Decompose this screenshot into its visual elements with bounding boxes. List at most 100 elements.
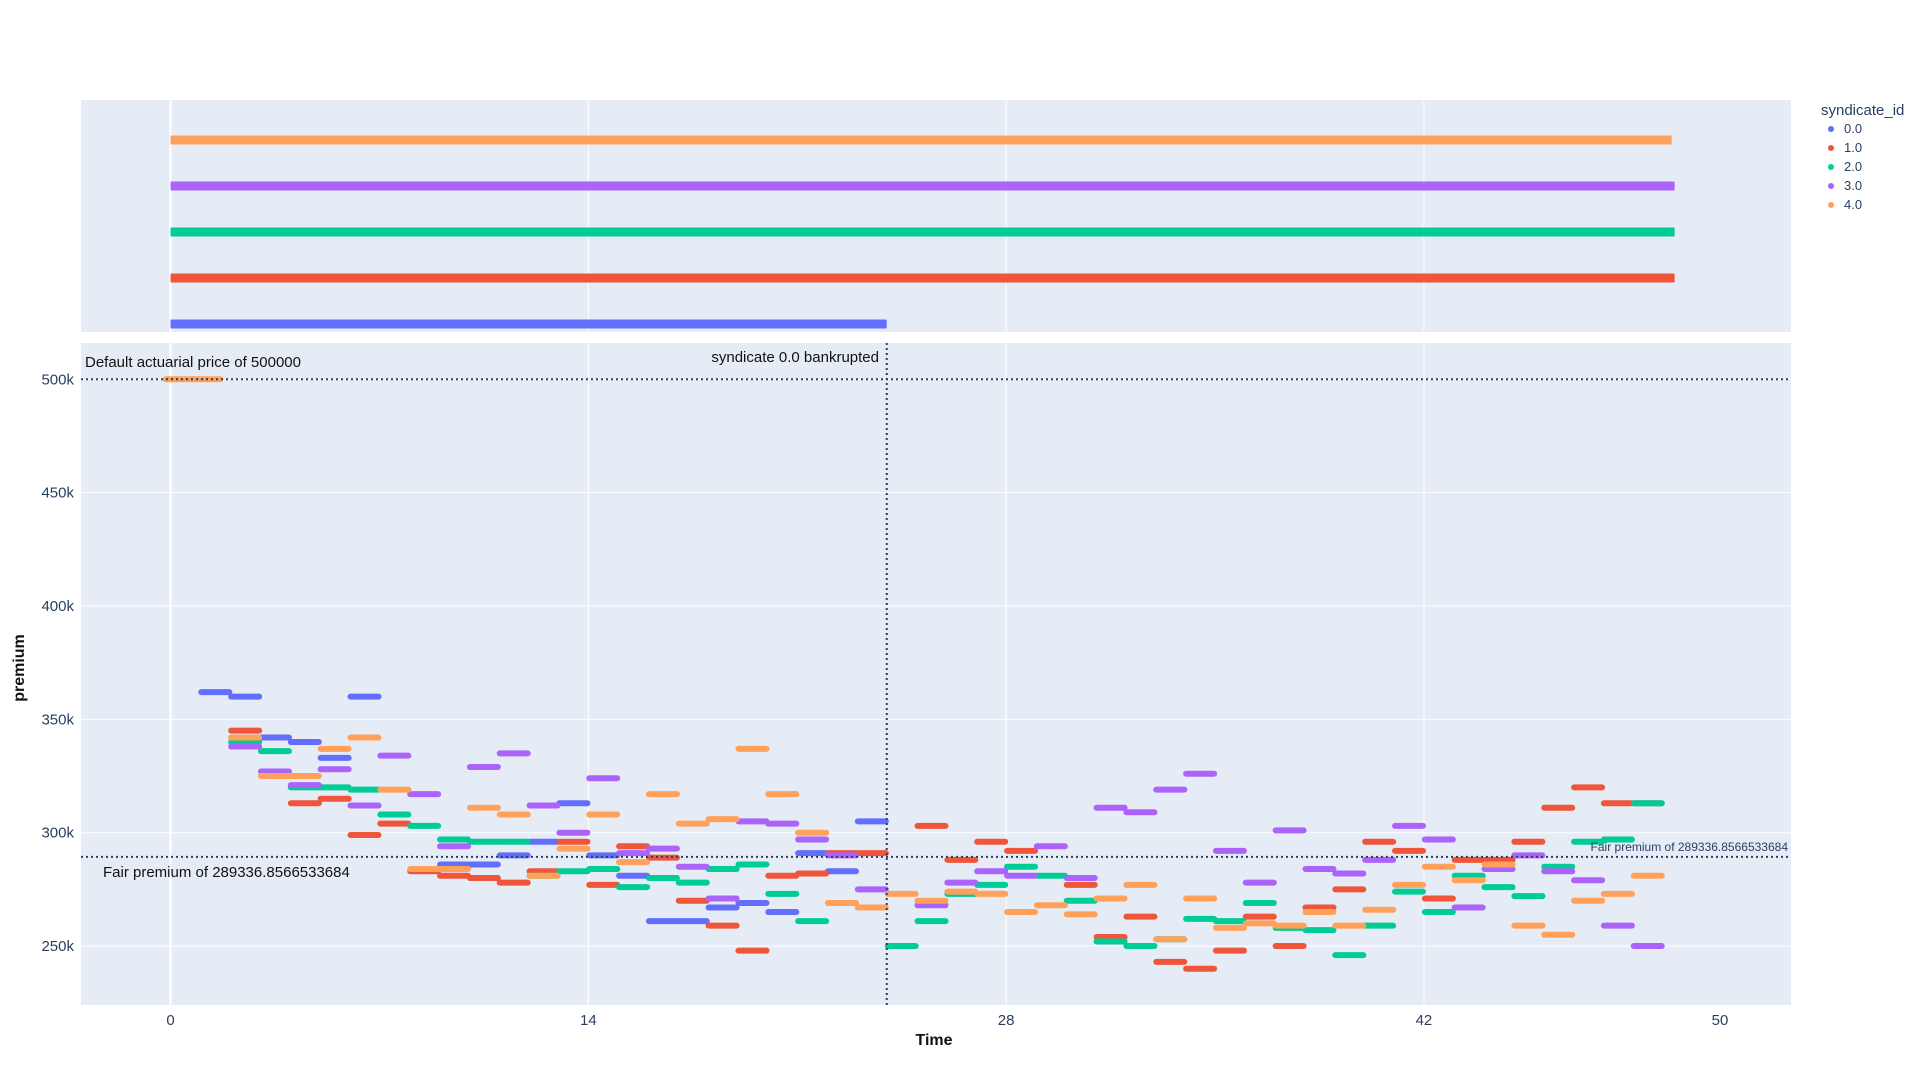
series-2.0-point [1212,918,1247,925]
series-3.0-point [645,845,680,852]
series-0.0-point [198,689,233,696]
series-4.0-point [1004,909,1039,916]
series-1.0-point [1242,913,1277,920]
series-3.0-point [228,743,263,750]
series-4.0-point [884,890,919,897]
series-2.0-point [466,838,501,845]
series-3.0-point [1630,943,1665,950]
series-3.0-point [854,886,889,893]
series-4.0-point [824,899,859,906]
series-4.0-point [735,745,770,752]
series-4.0-point [1183,895,1218,902]
series-4.0-point [854,904,889,911]
series-4.0-point [1481,861,1516,868]
series-3.0-point [526,802,561,809]
legend: syndicate_id 0.0 1.0 2.0 3.0 4.0 [1821,102,1904,212]
series-3.0-point [705,895,740,902]
legend-label-3.0: 3.0 [1844,178,1862,193]
series-2.0-point [377,811,412,818]
series-2.0-point [317,784,352,791]
series-1.0-point [735,947,770,954]
series-4.0-point [1392,881,1427,888]
y-tick-label: 450k [41,485,74,502]
activity-row-2.0 [170,227,1675,237]
series-2.0-point [765,890,800,897]
series-2.0-point [1033,872,1068,879]
series-4.0-point [228,734,263,741]
series-2.0-point [1392,888,1427,895]
series-1.0-point [556,838,591,845]
series-1.0-point [1153,958,1188,965]
series-1.0-point [526,868,561,875]
series-3.0-point [347,802,382,809]
series-1.0-point [616,843,651,850]
series-0.0-point [645,918,680,925]
activity-strip-bars [170,135,1675,329]
series-3.0-point [1212,847,1247,854]
series-4.0-point [1272,922,1307,929]
series-2.0-point [914,918,949,925]
series-4.0-point [1212,924,1247,931]
plot-background [81,343,1791,1005]
series-1.0-point [1004,847,1039,854]
series-4.0-point [1362,906,1397,913]
series-3.0-point [466,763,501,770]
series-2.0-point [735,861,770,868]
series-3.0-point [1421,836,1456,843]
series-3.0-point [1571,877,1606,884]
series-3.0-point [586,775,621,782]
series-1.0-point [496,879,531,886]
series-2.0-point [1183,915,1218,922]
series-4.0-point [1302,909,1337,916]
series-2.0-point [795,918,830,925]
y-axis-title: premium [11,634,28,702]
series-3.0-point [1600,922,1635,929]
series-3.0-point [1123,809,1158,816]
series-4.0-point [1123,881,1158,888]
series-4.0-point [437,865,472,872]
series-0.0-point [765,909,800,916]
series-3.0-point [1451,904,1486,911]
series-3.0-point [1481,865,1516,872]
series-layer [162,376,1665,972]
series-3.0-point [496,750,531,757]
series-4.0-point [1541,931,1576,938]
series-1.0-point [1093,933,1128,940]
series-4.0-point [466,804,501,811]
legend-label-0.0: 0.0 [1844,121,1862,136]
series-3.0-point [257,768,292,775]
series-2.0-point [1421,909,1456,916]
series-4.0-point [645,791,680,798]
series-4.0-point [616,859,651,866]
series-2.0-point [1600,836,1635,843]
x-tick-label: 42 [1416,1012,1433,1029]
series-2.0-point [257,748,292,755]
series-4.0-point [347,734,382,741]
series-4.0-point [1093,895,1128,902]
series-3.0-point [1183,770,1218,777]
series-2.0-point [586,865,621,872]
series-1.0-point [1063,881,1098,888]
series-1.0-point [1392,847,1427,854]
series-2.0-point [1302,927,1337,934]
series-2.0-point [884,943,919,950]
series-4.0-point [1242,920,1277,927]
series-3.0-point [675,863,710,870]
series-3.0-point [914,902,949,909]
series-2.0-point [347,786,382,793]
series-1.0-point [795,870,830,877]
series-3.0-point [616,850,651,857]
series-3.0-point [437,843,472,850]
series-1.0-point [914,822,949,829]
series-1.0-point [1451,856,1486,863]
series-0.0-point [317,754,352,761]
series-0.0-point [675,918,710,925]
series-4.0-point [675,820,710,827]
series-0.0-point [556,800,591,807]
series-2.0-point [407,822,442,829]
series-4.0-point [1571,897,1606,904]
series-4.0-point [407,865,442,872]
series-3.0-point [377,752,412,759]
x-tick-label: 0 [166,1012,174,1029]
